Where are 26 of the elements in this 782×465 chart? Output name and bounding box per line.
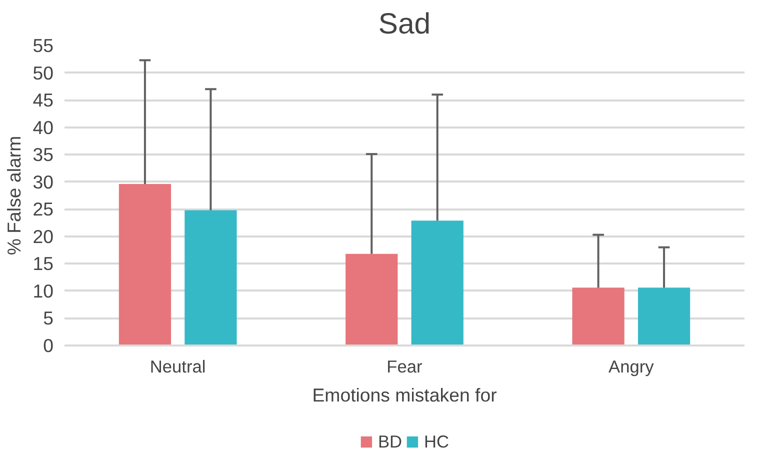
y-tick-label: 45 <box>32 90 54 111</box>
bar <box>572 288 624 346</box>
y-tick-label: 0 <box>43 335 54 356</box>
y-tick-label: 25 <box>32 198 54 220</box>
y-tick-label: 35 <box>32 144 54 166</box>
bar <box>346 254 398 346</box>
x-tick-label: Fear <box>386 356 423 376</box>
bar <box>638 288 690 346</box>
x-tick-label: Angry <box>608 356 654 376</box>
bar <box>411 220 464 346</box>
bar <box>118 184 172 346</box>
y-tick-label: 30 <box>32 171 54 192</box>
legend-label: HC <box>424 431 450 452</box>
y-tick-label: 5 <box>43 308 54 329</box>
y-tick-label: 50 <box>32 62 54 84</box>
chart-title: Sad <box>378 8 431 40</box>
y-tick-label: 40 <box>32 116 54 138</box>
y-tick-label: 15 <box>32 253 54 274</box>
legend-label: BD <box>378 431 402 452</box>
y-tick-label: 55 <box>32 35 54 56</box>
x-tick-label: Neutral <box>150 356 206 376</box>
y-tick-label: 10 <box>32 280 54 302</box>
x-axis-title: Emotions mistaken for <box>312 384 497 406</box>
bar <box>184 210 237 346</box>
y-tick-label: 20 <box>32 226 54 247</box>
y-axis-title: % False alarm <box>4 136 25 256</box>
